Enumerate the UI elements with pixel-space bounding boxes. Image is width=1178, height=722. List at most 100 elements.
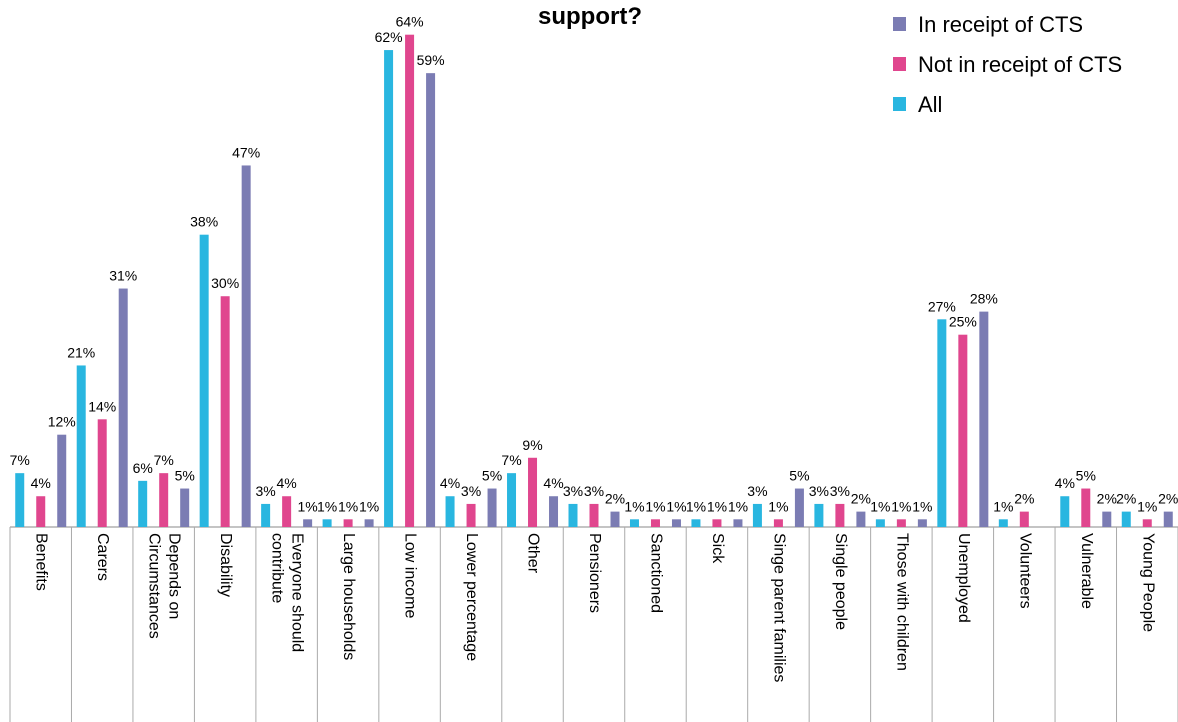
bar [343, 519, 353, 527]
bar [241, 165, 251, 527]
value-label: 5% [482, 468, 502, 484]
value-label: 28% [970, 291, 998, 307]
value-label: 3% [584, 483, 604, 499]
bar [1081, 488, 1091, 527]
x-tick-label: Carers [94, 533, 112, 582]
value-label: 31% [109, 268, 137, 284]
bar [568, 503, 578, 527]
bar [1163, 511, 1173, 527]
x-tick-label: Low income [401, 533, 419, 619]
value-label: 7% [501, 452, 521, 468]
value-label: 3% [563, 483, 583, 499]
value-label: 2% [1097, 491, 1117, 507]
bar [199, 234, 209, 527]
bar [589, 503, 599, 527]
bar [180, 488, 190, 527]
x-tick-label: Sanctioned [647, 533, 665, 614]
value-label: 1% [870, 498, 890, 514]
value-label: 27% [928, 298, 956, 314]
value-label: 21% [67, 344, 95, 360]
value-label: 38% [190, 214, 218, 230]
value-label: 25% [949, 314, 977, 330]
x-tick-label: Single people [831, 533, 849, 630]
value-label: 4% [1055, 475, 1075, 491]
value-label: 30% [211, 275, 239, 291]
bar [733, 519, 743, 527]
bar [1019, 511, 1029, 527]
bar [937, 319, 947, 527]
value-label: 1% [728, 498, 748, 514]
value-label: 2% [851, 491, 871, 507]
x-tick-label: Everyone should contribute [268, 533, 306, 653]
value-label: 9% [522, 437, 542, 453]
bar [958, 334, 968, 527]
value-label: 2% [1116, 491, 1136, 507]
value-label: 4% [31, 475, 51, 491]
x-tick-label: Young People [1139, 533, 1157, 633]
bar [629, 519, 639, 527]
bar [507, 473, 517, 527]
value-label: 2% [1158, 491, 1178, 507]
x-tick-label: Those with children [893, 533, 911, 671]
bar [528, 457, 538, 527]
value-label: 59% [417, 52, 445, 68]
value-label: 3% [461, 483, 481, 499]
value-label: 7% [154, 452, 174, 468]
value-label: 1% [359, 498, 379, 514]
bar [1060, 496, 1070, 527]
bar [998, 519, 1008, 527]
value-label: 1% [891, 498, 911, 514]
x-tick-label: Disability [217, 533, 235, 598]
value-label: 2% [605, 491, 625, 507]
value-label: 1% [298, 498, 318, 514]
bar [445, 496, 455, 527]
value-label: 7% [10, 452, 30, 468]
bar [835, 503, 845, 527]
x-tick-label: Sick [708, 533, 726, 564]
bar [691, 519, 701, 527]
bar [36, 496, 46, 527]
x-tick-label: Pensioners [586, 533, 603, 614]
bar [712, 519, 722, 527]
bar [159, 473, 169, 527]
bar [856, 511, 866, 527]
bar [220, 296, 230, 527]
bar [896, 519, 906, 527]
x-tick-label: Benefits [32, 533, 50, 591]
value-label: 1% [317, 498, 337, 514]
value-label: 3% [809, 483, 829, 499]
bar [1102, 511, 1112, 527]
x-tick-label: Volunteers [1016, 533, 1034, 609]
x-tick-label: Other [524, 533, 542, 574]
legend-label: In receipt of CTS [918, 12, 1083, 37]
bar [549, 496, 559, 527]
value-label: 1% [645, 498, 665, 514]
value-label: 64% [396, 14, 424, 30]
value-label: 5% [1076, 468, 1096, 484]
value-label: 4% [277, 475, 297, 491]
bar [57, 434, 67, 527]
x-tick-label: Large households [340, 533, 358, 661]
value-label: 2% [1014, 491, 1034, 507]
chart-title: support? [538, 3, 642, 30]
bar [1121, 511, 1131, 527]
x-tick-label: Lower percentage [463, 533, 481, 662]
bar [426, 73, 436, 528]
bar [917, 519, 927, 527]
bar [773, 519, 783, 527]
value-label: 12% [48, 414, 76, 430]
bar [466, 503, 476, 527]
bar [405, 34, 415, 527]
value-label: 3% [256, 483, 276, 499]
legend-swatch [893, 17, 906, 31]
bar [322, 519, 332, 527]
value-label: 5% [175, 468, 195, 484]
legend-swatch [893, 57, 906, 71]
value-label: 1% [338, 498, 358, 514]
bar [979, 311, 989, 527]
value-label: 5% [789, 468, 809, 484]
legend-label: Not in receipt of CTS [918, 52, 1122, 77]
x-tick-label: Depends on Circumstances [145, 533, 183, 639]
value-label: 1% [1137, 498, 1157, 514]
